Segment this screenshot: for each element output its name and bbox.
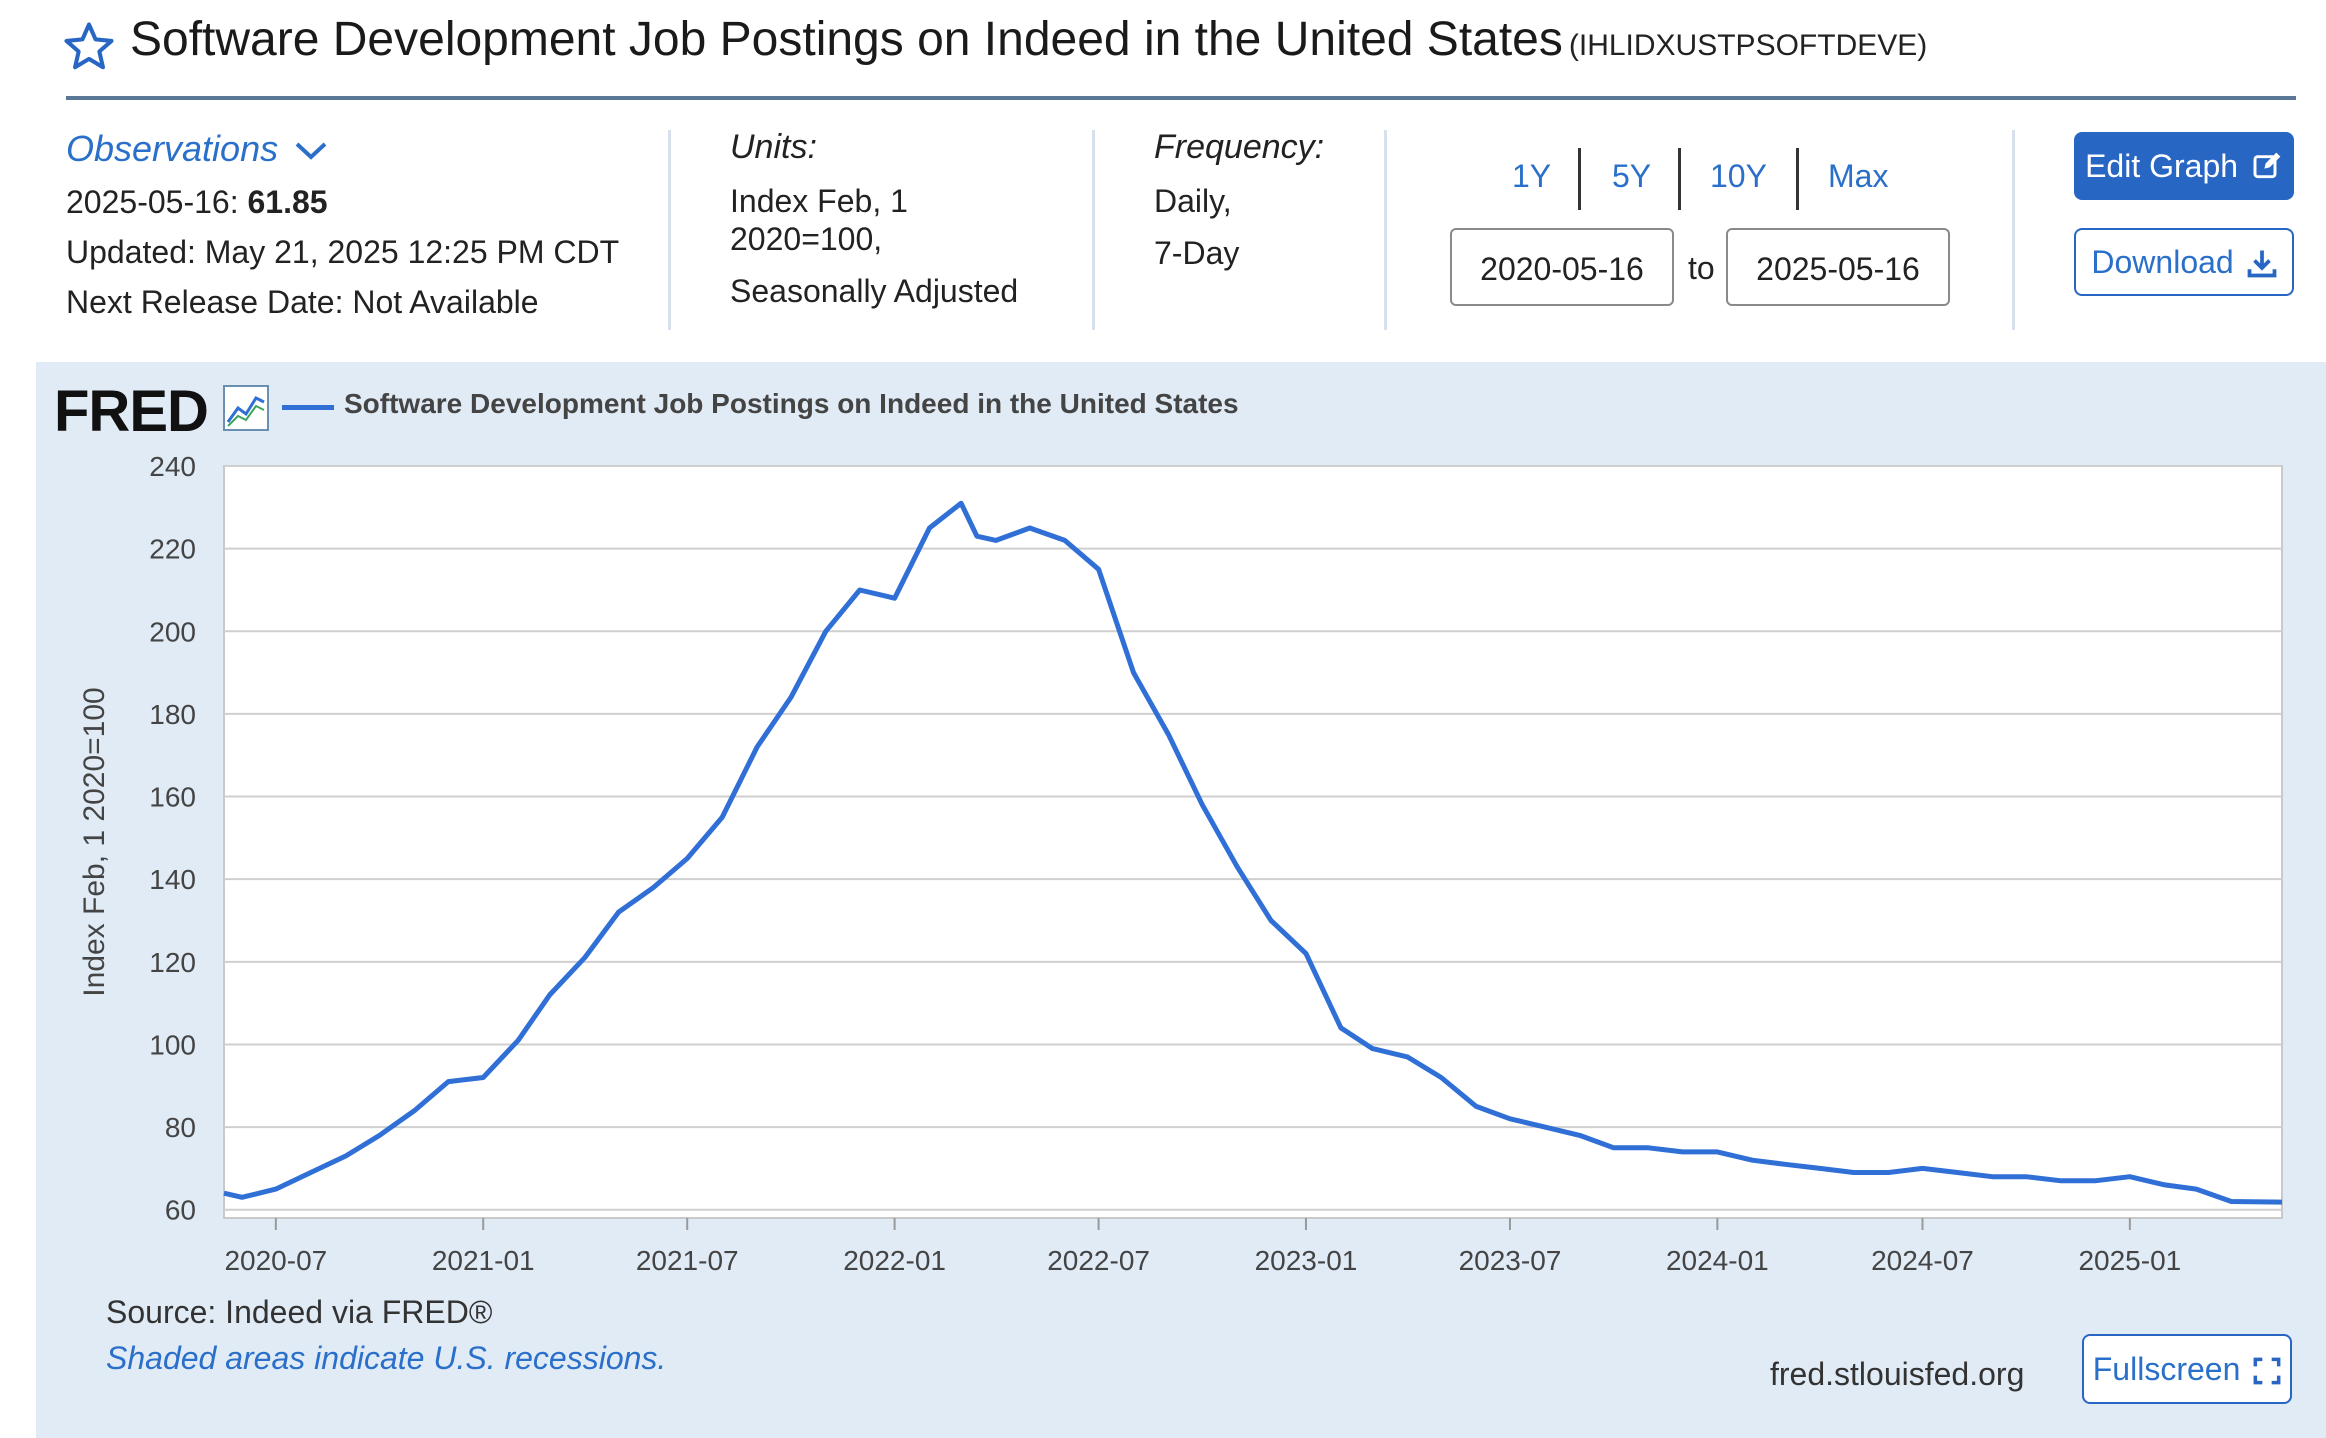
download-icon — [2247, 250, 2276, 278]
y-tick-label: 160 — [149, 782, 196, 813]
units-line-1: Index Feb, 1 — [730, 183, 908, 219]
range-10y-button[interactable]: 10Y — [1710, 158, 1767, 194]
x-tick-label: 2022-01 — [843, 1245, 946, 1276]
y-tick-label: 120 — [149, 947, 196, 978]
range-divider — [1678, 148, 1681, 210]
frequency-line-2: 7-Day — [1154, 235, 1240, 271]
line-chart: 60 80 100 120 140 160 180 200 220 240 2020-07 2021… — [78, 451, 2283, 1276]
recession-note-link[interactable]: Shaded areas indicate U.S. recessions. — [106, 1340, 667, 1376]
column-divider — [668, 130, 671, 330]
y-tick-label: 60 — [165, 1195, 196, 1226]
source-note: Source: Indeed via FRED® — [106, 1294, 493, 1330]
units-label: Units: — [730, 128, 817, 166]
next-release-text: Next Release Date: Not Available — [66, 284, 539, 320]
frequency-line-1: Daily, — [1154, 183, 1232, 219]
latest-value: 61.85 — [247, 184, 328, 220]
range-max-button[interactable]: Max — [1828, 158, 1889, 194]
fullscreen-button[interactable]: Fullscreen — [2082, 1334, 2292, 1404]
chart-icon — [223, 385, 269, 431]
x-tick-label: 2022-07 — [1047, 1245, 1150, 1276]
frequency-label: Frequency: — [1154, 128, 1325, 166]
y-tick-label: 220 — [149, 534, 196, 565]
column-divider — [2012, 130, 2015, 330]
series-id: (IHLIDXUSTPSOFTDEVE) — [1568, 29, 1928, 62]
x-tick-label: 2024-01 — [1666, 1245, 1769, 1276]
fred-logo: FRED — [54, 379, 209, 444]
range-divider — [1578, 148, 1581, 210]
column-divider — [1092, 130, 1095, 330]
fullscreen-icon — [2253, 1357, 2281, 1385]
legend-label: Software Development Job Postings on Ind… — [344, 388, 1239, 419]
updated-text: Updated: May 21, 2025 12:25 PM CDT — [66, 234, 620, 270]
range-5y-button[interactable]: 5Y — [1612, 158, 1652, 194]
star-icon[interactable] — [62, 20, 116, 74]
site-url[interactable]: fred.stlouisfed.org — [1770, 1356, 2025, 1392]
y-axis-label: Index Feb, 1 2020=100 — [78, 687, 111, 996]
header-divider — [66, 96, 2296, 100]
x-tick-label: 2021-01 — [432, 1245, 535, 1276]
start-date-input[interactable]: 2020-05-16 — [1450, 228, 1674, 306]
y-tick-label: 140 — [149, 864, 196, 895]
x-tick-label: 2020-07 — [224, 1245, 327, 1276]
range-divider — [1796, 148, 1799, 210]
x-tick-label: 2023-01 — [1255, 1245, 1358, 1276]
y-tick-label: 100 — [149, 1029, 196, 1060]
download-button[interactable]: Download — [2074, 228, 2294, 296]
page-title: Software Development Job Postings on Ind… — [130, 13, 1928, 66]
chevron-down-icon — [295, 143, 327, 161]
x-tick-label: 2021-07 — [636, 1245, 739, 1276]
latest-observation: 2025-05-16: 61.85 — [66, 184, 328, 220]
x-tick-label: 2023-07 — [1459, 1245, 1562, 1276]
legend-swatch — [282, 405, 334, 410]
y-tick-label: 240 — [149, 451, 196, 482]
date-range-to: to — [1688, 250, 1715, 286]
units-line-3: Seasonally Adjusted — [730, 273, 1019, 309]
edit-icon — [2253, 152, 2281, 179]
series-line — [223, 500, 2283, 1205]
range-1y-button[interactable]: 1Y — [1512, 158, 1552, 194]
observations-dropdown[interactable]: Observations — [66, 128, 328, 170]
x-tick-label: 2025-01 — [2078, 1245, 2181, 1276]
x-tick-label: 2024-07 — [1871, 1245, 1974, 1276]
end-date-input[interactable]: 2025-05-16 — [1726, 228, 1950, 306]
edit-graph-button[interactable]: Edit Graph — [2074, 132, 2294, 200]
y-tick-label: 180 — [149, 699, 196, 730]
column-divider — [1384, 130, 1387, 330]
units-line-2: 2020=100, — [730, 221, 883, 257]
y-tick-label: 80 — [165, 1112, 196, 1143]
y-tick-label: 200 — [149, 616, 196, 647]
plot-area — [223, 465, 2283, 1219]
